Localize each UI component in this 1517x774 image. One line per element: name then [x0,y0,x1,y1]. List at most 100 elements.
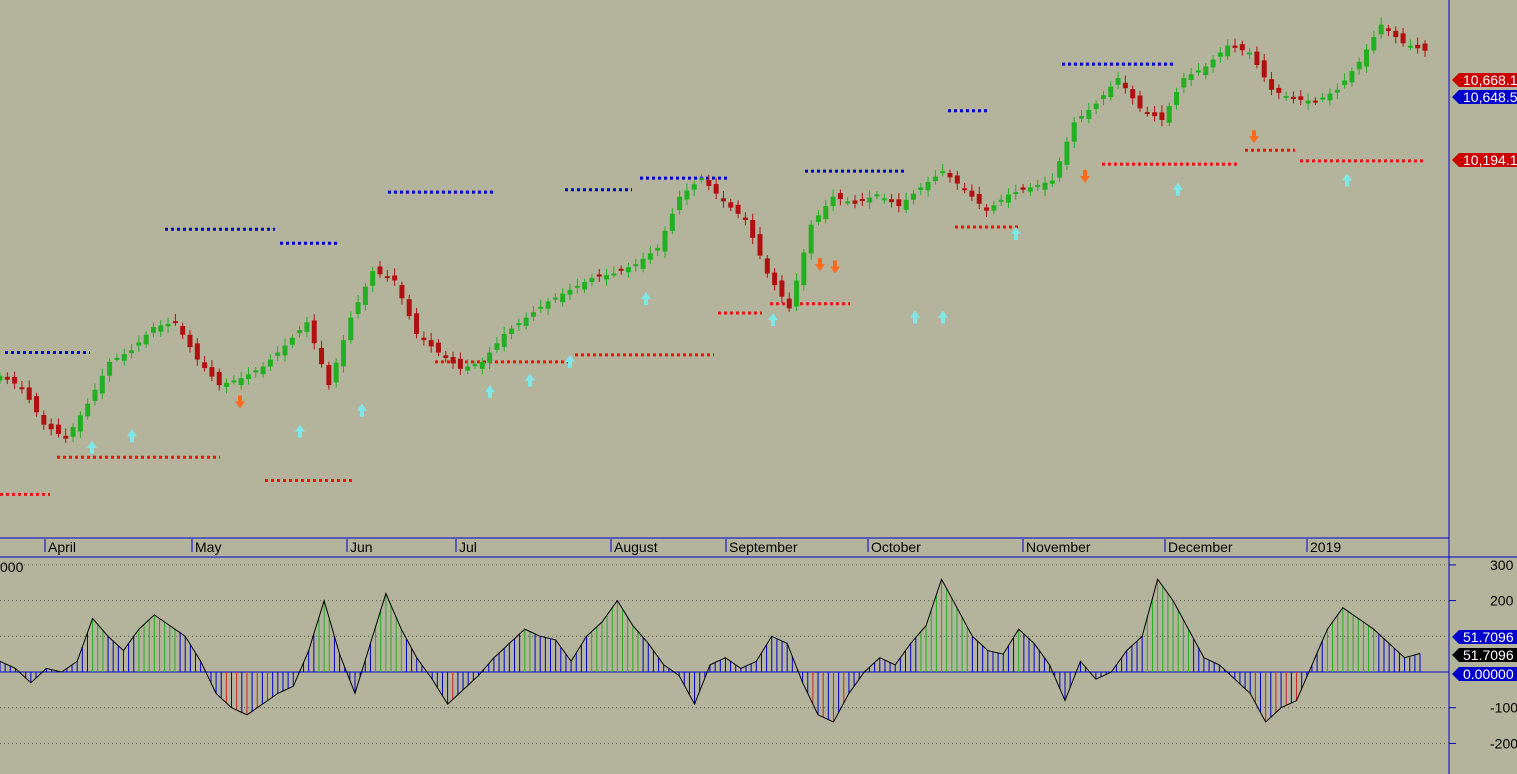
buy-arrow-icon [641,292,651,306]
price-tag [1452,73,1517,87]
candle-up [1093,103,1099,109]
candle-down [889,199,895,203]
candle-up [611,273,617,276]
candle-up [1356,61,1362,70]
candle-down [720,198,726,202]
month-label: April [48,539,76,555]
candle-down [742,217,748,220]
price-tag [1452,153,1517,167]
candle-up [1320,97,1326,100]
price-tags: 10,668.110,648.5 10,194.1 [1452,72,1517,168]
buy-arrow-icon [1011,226,1021,240]
buy-arrow-icon [357,403,367,417]
candle-up [823,206,829,220]
candle-up [1166,106,1172,123]
candle-up [333,362,339,383]
candle-down [852,200,858,204]
candle-up [633,264,639,267]
candle-down [1269,79,1275,90]
candle-down [837,193,843,200]
candle-down [735,204,741,214]
candle-up [874,194,880,197]
candle-down [55,424,61,434]
month-label: September [729,539,798,555]
candle-up [1115,78,1121,85]
candlesticks [0,17,1428,444]
candle-up [1210,59,1216,68]
candle-up [647,253,653,260]
candle-up [289,337,295,345]
candle-up [662,230,668,252]
candle-up [143,334,149,345]
candle-up [794,280,800,307]
candle-up [494,343,500,350]
candle-down [779,280,785,297]
candle-down [1232,45,1238,48]
candle-down [1312,100,1318,103]
candle-down [969,190,975,197]
candle-down [12,376,18,384]
candle-down [209,367,215,377]
osc-tag [1452,667,1517,681]
candle-down [202,362,208,369]
osc-tag-label: 51.7096 [1463,647,1514,663]
candle-down [1144,112,1150,115]
candle-up [918,187,924,190]
candle-up [1327,93,1333,101]
buy-arrow-icon [525,373,535,387]
candle-down [1290,96,1296,100]
month-label: 2019 [1310,539,1341,555]
osc-tag [1452,630,1517,644]
candle-down [786,298,792,309]
month-label: December [1168,539,1233,555]
candle-down [713,184,719,194]
candle-up [669,213,675,231]
candle-up [801,252,807,286]
candle-down [1152,112,1158,117]
buy-arrow-icon [565,354,575,368]
candle-up [1407,45,1413,48]
candle-down [311,320,317,344]
candle-up [655,247,661,251]
candle-down [450,357,456,364]
candle-up [114,357,120,360]
candle-up [85,403,91,417]
candle-up [260,366,266,375]
candle-down [1415,44,1421,49]
candle-up [1181,78,1187,88]
candle-down [706,180,712,186]
candle-up [1364,49,1370,67]
candle-up [940,171,946,174]
candle-down [443,355,449,358]
candle-down [1159,112,1165,120]
candle-up [1203,66,1209,76]
candle-up [582,282,588,290]
candle-up [348,317,354,341]
candle-down [984,207,990,211]
oscillator-bars [0,579,1421,722]
candle-up [297,330,303,334]
candle-down [399,285,405,299]
osc-tag-label: 0.00000 [1463,666,1514,682]
candle-down [4,376,10,380]
price-tag-label: 10,194.1 [1463,152,1517,168]
candle-down [750,220,756,238]
candle-up [1195,70,1201,73]
candle-up [881,198,887,201]
candle-up [465,366,471,371]
candle-up [684,190,690,200]
candle-up [523,317,529,326]
candle-up [815,215,821,222]
candle-up [121,354,127,361]
candle-up [1225,45,1231,57]
candle-down [976,193,982,204]
candle-down [764,258,770,274]
candle-up [362,286,368,305]
candle-down [1422,43,1428,51]
buy-arrow-icon [938,310,948,324]
month-label: October [871,539,921,555]
candle-down [618,268,624,271]
osc-tick-label: -200 [1490,735,1517,751]
